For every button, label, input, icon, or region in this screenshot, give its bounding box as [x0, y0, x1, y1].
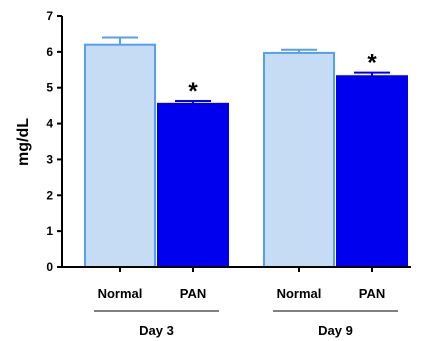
y-axis-label: mg/dL: [15, 118, 32, 166]
y-tick-label: 5: [46, 81, 53, 95]
bar-series: **: [84, 36, 408, 268]
bar-normal-day-9: [263, 51, 335, 268]
y-tick-label: 3: [46, 152, 53, 166]
bar-pan-day-9: [336, 75, 408, 268]
y-tick-label: 4: [46, 117, 53, 131]
x-category-label: Normal: [277, 286, 322, 301]
x-category-label: Normal: [98, 286, 143, 301]
group-label: Day 3: [139, 323, 174, 338]
y-tick-label: 0: [46, 260, 53, 274]
significance-marker: *: [188, 78, 198, 105]
y-tick-label: 2: [46, 188, 53, 202]
y-tick-label: 7: [46, 9, 53, 23]
y-axis: 0 1 2 3 4 5 6 7: [46, 9, 63, 274]
group-label: Day 9: [318, 323, 353, 338]
y-tick-label: 6: [46, 45, 53, 59]
x-category-label: PAN: [359, 286, 385, 301]
bar-pan-day-3: [157, 102, 229, 268]
significance-marker: *: [367, 50, 377, 77]
bar-normal-day-3: [84, 43, 156, 268]
x-category-label: PAN: [180, 286, 206, 301]
x-axis: Normal PAN Day 3 Normal PAN Day 9: [61, 266, 411, 338]
y-tick-label: 1: [46, 224, 53, 238]
